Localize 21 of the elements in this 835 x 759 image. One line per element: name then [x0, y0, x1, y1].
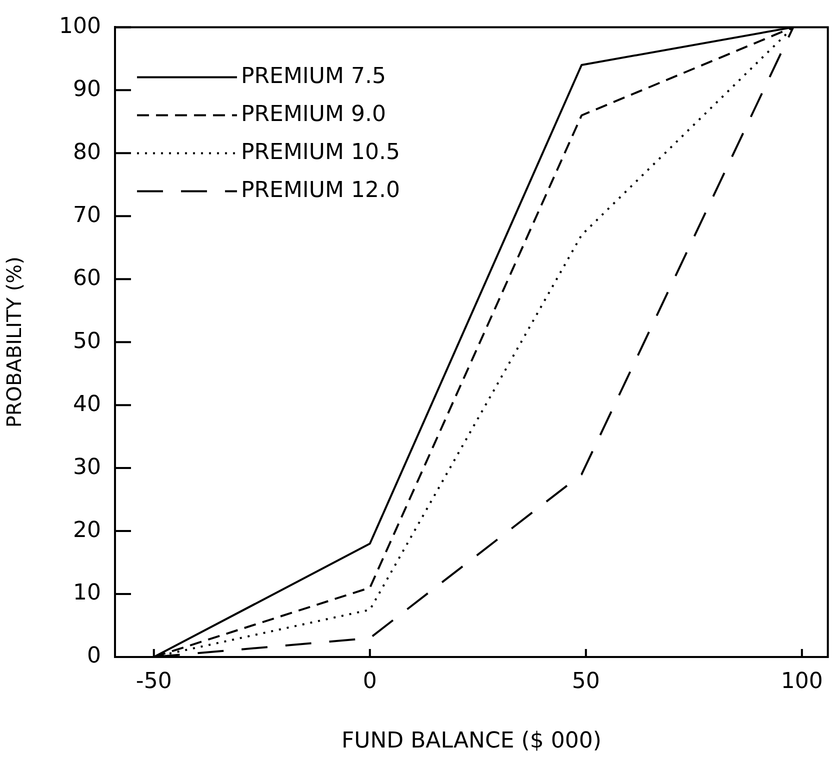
x-tick-label: 50 — [572, 668, 600, 694]
y-axis-title: PROBABILITY (%) — [2, 256, 26, 428]
y-tick-label: 70 — [73, 202, 101, 228]
legend-label: PREMIUM 12.0 — [241, 178, 400, 203]
y-tick-label: 0 — [87, 644, 101, 669]
x-tick-label: 100 — [780, 668, 823, 694]
legend-label: PREMIUM 9.0 — [241, 102, 386, 127]
y-tick-label: 50 — [73, 328, 101, 354]
y-tick-label: 20 — [73, 518, 101, 543]
y-tick-label: 10 — [73, 580, 101, 606]
x-tick-label: 0 — [362, 668, 377, 694]
y-tick-label: 60 — [73, 266, 101, 291]
legend-label: PREMIUM 10.5 — [241, 140, 400, 165]
legend-label: PREMIUM 7.5 — [241, 64, 386, 89]
x-tick-label: -50 — [136, 668, 172, 694]
y-tick-label: 100 — [59, 14, 101, 39]
y-tick-label: 40 — [73, 392, 101, 417]
y-tick-label: 30 — [73, 454, 101, 480]
y-tick-label: 90 — [73, 76, 101, 102]
y-tick-label: 80 — [73, 140, 101, 165]
x-axis-title: FUND BALANCE ($ 000) — [341, 728, 602, 754]
